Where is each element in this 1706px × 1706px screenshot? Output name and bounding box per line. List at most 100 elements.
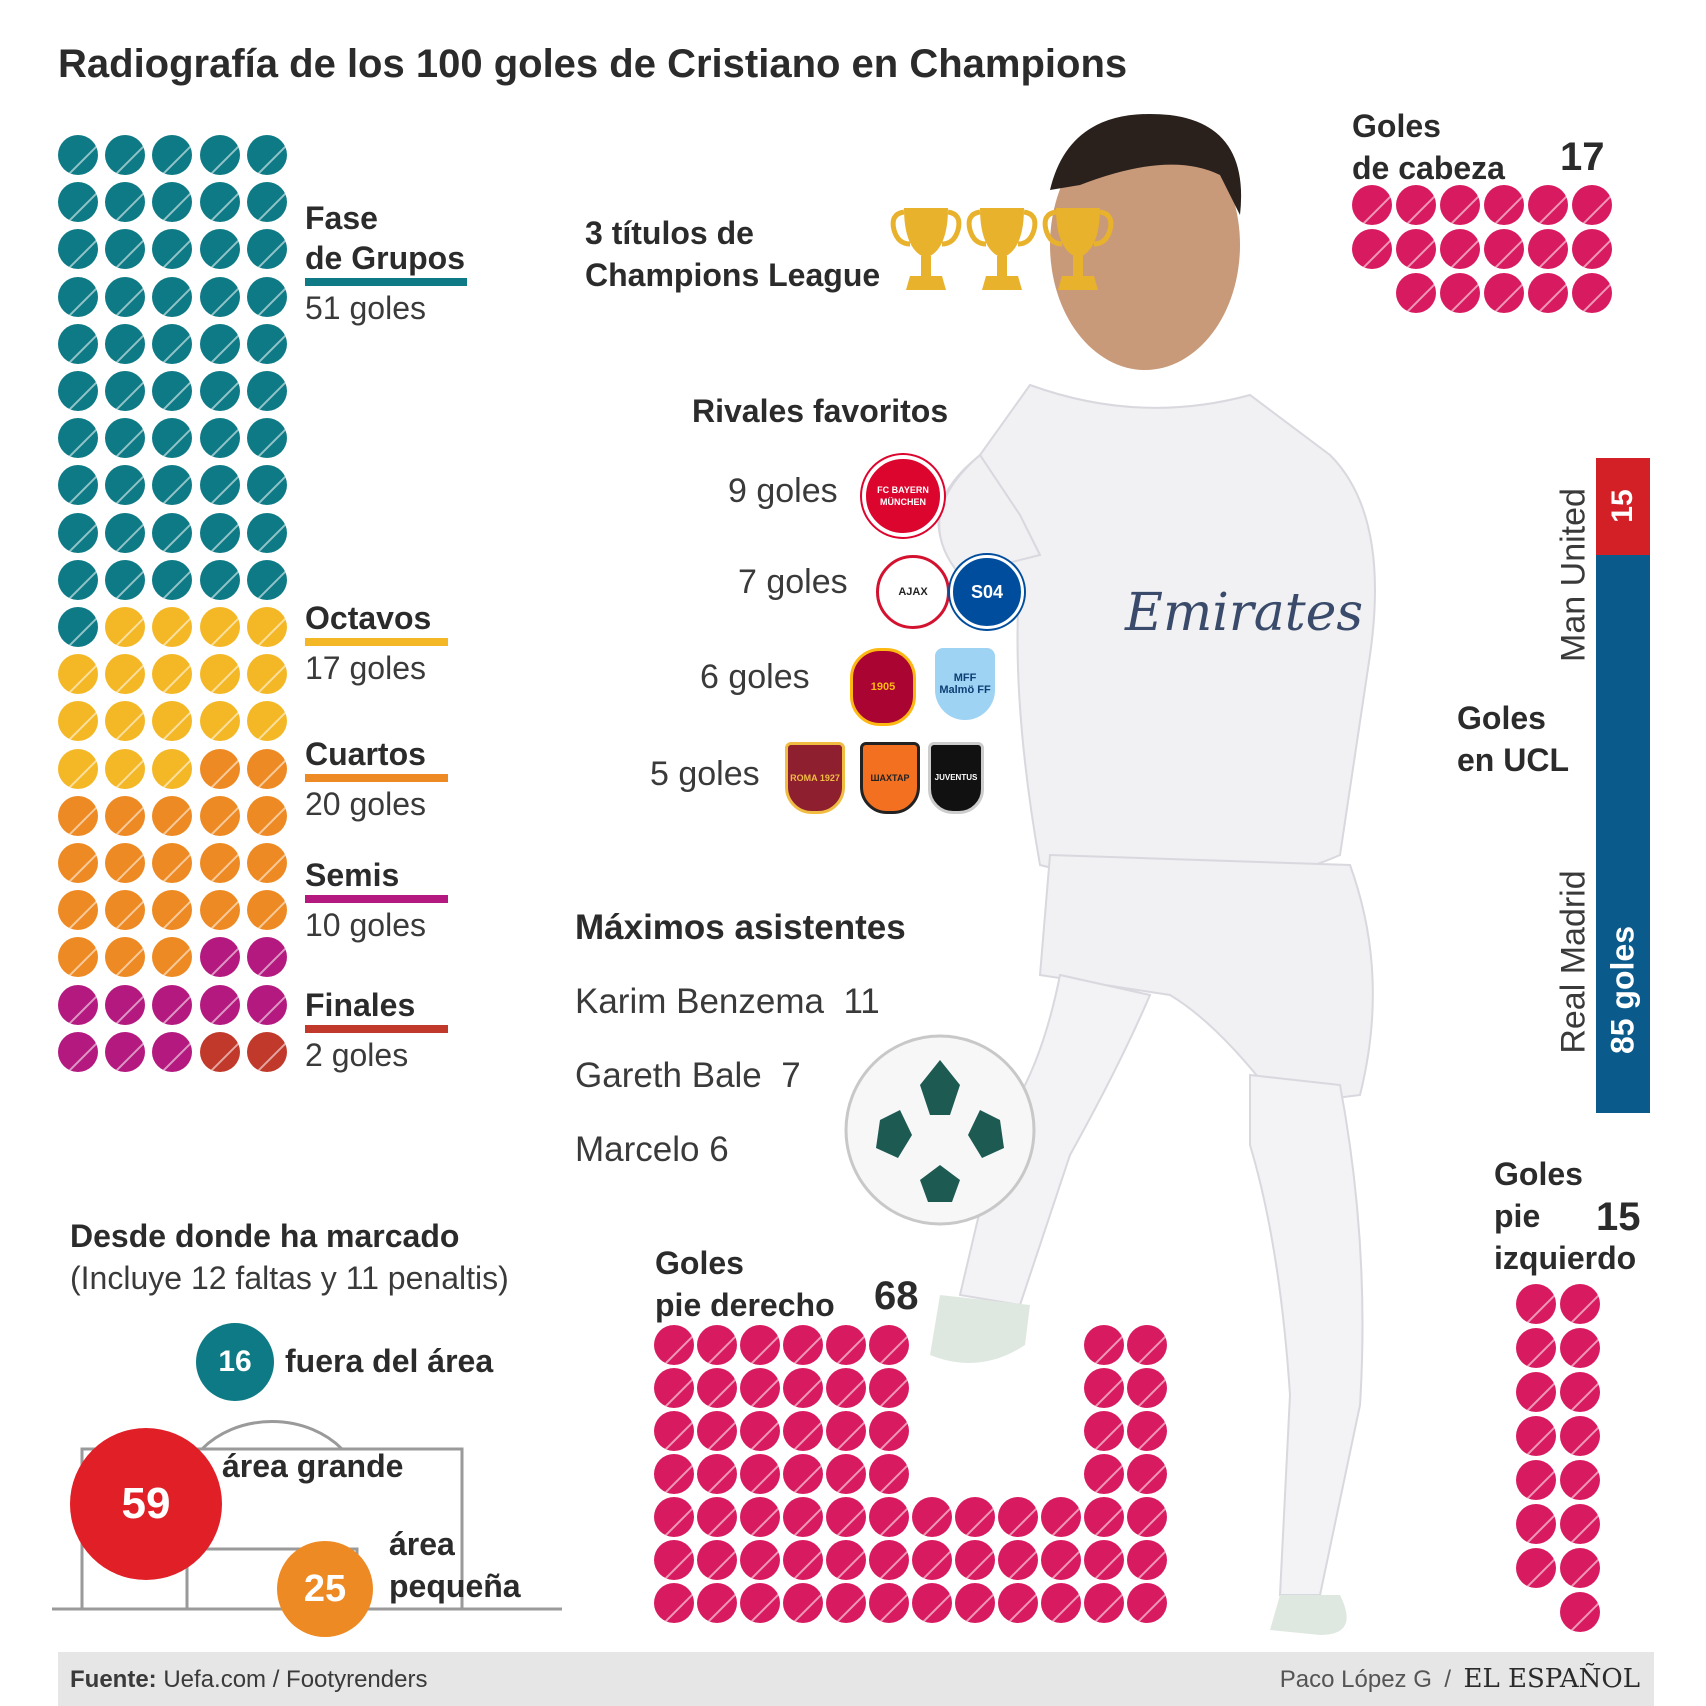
- goal-dot-grupos: [58, 465, 98, 506]
- right-foot-goal-dot: [826, 1325, 866, 1365]
- goal-dot-grupos: [152, 229, 193, 270]
- goal-dot-semis: [199, 937, 240, 978]
- goal-dot-grupos: [199, 418, 240, 459]
- trophy-icon: [890, 208, 962, 290]
- player-shirt-sponsor: Emirates: [1124, 583, 1363, 643]
- right-foot-goal-dot: [1127, 1497, 1167, 1537]
- assist-name-benzema: Karim Benzema: [575, 982, 824, 1021]
- zone-small-label-1: área: [389, 1526, 455, 1562]
- real-madrid-value: 85 goles: [1604, 925, 1641, 1055]
- left-foot-goal-dot: [1560, 1460, 1600, 1500]
- goal-dot-grupos: [246, 559, 287, 600]
- right-foot-goal-dot: [1084, 1497, 1124, 1537]
- rivals-heading: Rivales favoritos: [692, 393, 949, 429]
- goal-dot-grupos: [199, 323, 240, 364]
- goal-dot-grupos: [58, 559, 98, 600]
- crest-shakhtar: ШАХТАР: [860, 742, 920, 814]
- goal-dot-octavos: [152, 654, 193, 695]
- crest-bayern-text: FC BAYERN MÜNCHEN: [877, 485, 929, 507]
- assists-heading: Máximos asistentes: [575, 908, 906, 947]
- goal-dot-grupos: [58, 607, 98, 647]
- trophy-icon: [966, 208, 1038, 290]
- right-foot-goal-dot: [998, 1583, 1038, 1623]
- goal-dot-semis: [105, 1031, 146, 1072]
- right-foot-goal-dot: [697, 1325, 737, 1365]
- right-foot-goal-dot: [740, 1325, 780, 1365]
- goal-dot-cuartos: [199, 748, 240, 789]
- right-foot-goal-dot: [740, 1540, 780, 1580]
- header-goal-dot: [1528, 185, 1568, 225]
- crest-bayern: FC BAYERN MÜNCHEN: [862, 455, 944, 537]
- goal-dot-grupos: [246, 512, 287, 553]
- goal-dot-grupos: [58, 323, 98, 364]
- left-foot-goal-dot: [1516, 1328, 1556, 1368]
- trophies: [890, 200, 1130, 300]
- stage-label-semis: Semis 10 goles: [305, 855, 448, 944]
- left-foot-goal-dot: [1516, 1416, 1556, 1456]
- right-foot-goal-dot: [826, 1540, 866, 1580]
- right-foot-goal-dot: [1084, 1368, 1124, 1408]
- stage-name-cuartos: Cuartos: [305, 736, 426, 772]
- right-foot-goal-dot: [1084, 1540, 1124, 1580]
- right-foot-goal-dot: [697, 1411, 737, 1451]
- zone-big-circle: 59: [70, 1428, 222, 1580]
- stage-name-semis: Semis: [305, 857, 400, 893]
- right-foot-goal-dot: [1041, 1497, 1081, 1537]
- right-foot-goal-dot: [783, 1411, 823, 1451]
- crest-malmo-text: MFF Malmö FF: [939, 672, 991, 696]
- rival-row-5-label: 5 goles: [650, 755, 760, 793]
- goal-dot-semis: [199, 984, 240, 1025]
- footer: Fuente: Uefa.com / Footyrenders Paco Lóp…: [58, 1652, 1654, 1706]
- goal-dot-cuartos: [58, 795, 98, 836]
- right-foot-goal-dot: [998, 1497, 1038, 1537]
- goal-dot-cuartos: [199, 795, 240, 836]
- right-foot-goal-dot: [697, 1497, 737, 1537]
- header-goal-dot: [1572, 229, 1612, 269]
- left-foot-line3: izquierdo: [1494, 1240, 1637, 1276]
- goal-dot-grupos: [58, 182, 98, 223]
- footer-author: Paco López G: [1279, 1666, 1432, 1693]
- left-foot-goal-dot: [1560, 1328, 1600, 1368]
- crest-ajax: AJAX: [876, 555, 950, 629]
- zone-small-value: 25: [303, 1567, 347, 1610]
- right-foot-goal-dot: [654, 1583, 694, 1623]
- goal-dot-grupos: [246, 135, 287, 175]
- goal-dot-cuartos: [58, 843, 98, 883]
- goal-dot-octavos: [246, 654, 287, 695]
- stage-line-semis: [305, 895, 448, 903]
- goal-dot-grupos: [105, 229, 146, 270]
- left-foot-goal-dot: [1560, 1372, 1600, 1412]
- right-foot-goal-dot: [697, 1583, 737, 1623]
- stage-count-finales: 2 goles: [305, 1037, 409, 1073]
- right-foot-goal-dot: [783, 1540, 823, 1580]
- right-foot-goal-dot: [869, 1583, 909, 1623]
- header-goals-waffle: [1352, 185, 1622, 325]
- right-foot-goal-dot: [1127, 1411, 1167, 1451]
- goal-dot-octavos: [152, 607, 193, 647]
- goal-dot-semis: [246, 937, 287, 978]
- goal-dot-grupos: [105, 135, 146, 175]
- right-foot-value: 68: [874, 1274, 919, 1318]
- goal-dot-octavos: [105, 701, 146, 742]
- right-foot-goal-dot: [783, 1497, 823, 1537]
- zone-small-circle: 25: [277, 1541, 373, 1637]
- player-hair: [1050, 113, 1242, 215]
- header-goals-line1: Goles: [1352, 108, 1441, 144]
- goal-dot-grupos: [105, 371, 146, 411]
- man-united-label: Man United: [1554, 488, 1593, 662]
- zone-big-label: área grande: [222, 1448, 404, 1484]
- crest-juventus: JUVENTUS: [928, 742, 984, 814]
- goal-dot-octavos: [152, 701, 193, 742]
- right-foot-goal-dot: [826, 1368, 866, 1408]
- goal-dot-grupos: [246, 465, 287, 506]
- right-foot-goal-dot: [697, 1540, 737, 1580]
- goal-dot-octavos: [58, 654, 98, 695]
- goal-dot-grupos: [246, 371, 287, 411]
- header-goals-line2: de cabeza: [1352, 150, 1505, 186]
- goal-dot-finales: [199, 1031, 240, 1072]
- goal-dot-cuartos: [58, 890, 98, 931]
- player-left-leg: [1249, 1073, 1364, 1596]
- goal-dot-grupos: [246, 229, 287, 270]
- footer-source-text: Uefa.com / Footyrenders: [163, 1666, 428, 1693]
- goal-dot-cuartos: [105, 890, 146, 931]
